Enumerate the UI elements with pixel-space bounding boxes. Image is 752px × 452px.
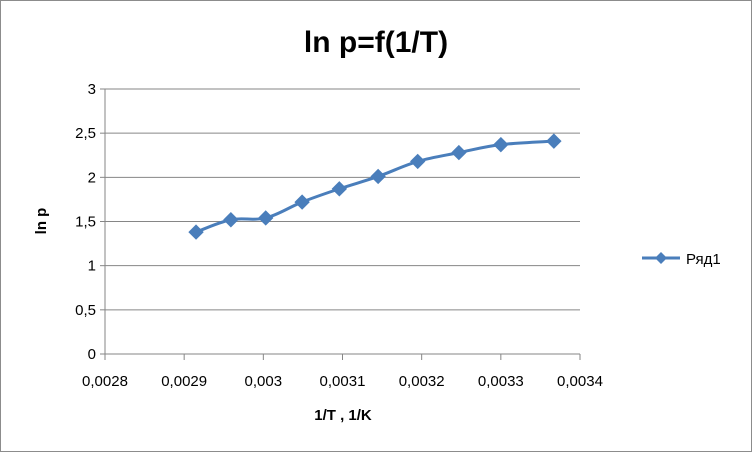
x-tick-label: 0,0033 xyxy=(478,373,524,390)
y-tick-label: 0 xyxy=(88,346,96,363)
y-tick-label: 1 xyxy=(88,258,96,275)
grid xyxy=(105,88,580,311)
x-tick-label: 0,0032 xyxy=(399,373,445,390)
x-axis-title: 1/T , 1/K xyxy=(314,407,372,424)
y-tick-label: 1,5 xyxy=(75,214,96,231)
y-tick-label: 2,5 xyxy=(75,125,96,142)
data-point xyxy=(546,133,562,149)
x-tick-label: 0,0028 xyxy=(82,373,128,390)
series-group xyxy=(188,133,562,240)
x-tick-label: 0,003 xyxy=(245,373,283,390)
axes xyxy=(100,88,581,360)
x-tick-label: 0,0034 xyxy=(557,373,603,390)
y-tick-label: 0,5 xyxy=(75,302,96,319)
tick-labels: 0 0,5 1 1,5 2 2,5 3 0,0028 0,0029 0,003 0,0031 0,00… xyxy=(75,81,603,390)
x-tick-label: 0,0031 xyxy=(320,373,366,390)
data-point xyxy=(188,224,204,240)
data-point xyxy=(451,144,467,161)
legend-label: Ряд1 xyxy=(686,251,721,268)
data-point xyxy=(223,212,239,228)
legend: Ряд1 xyxy=(642,251,721,268)
series-line xyxy=(195,139,554,234)
data-point xyxy=(370,168,386,185)
y-tick-label: 2 xyxy=(88,169,96,186)
data-point xyxy=(258,210,274,226)
data-point xyxy=(493,136,509,153)
data-point xyxy=(294,194,310,210)
y-axis-title: ln p xyxy=(33,208,50,235)
x-tick-label: 0,0029 xyxy=(161,373,207,390)
legend-marker-icon xyxy=(655,252,667,264)
data-point xyxy=(331,181,348,197)
chart-title: ln p=f(1/T) xyxy=(304,26,448,59)
y-tick-label: 3 xyxy=(88,81,96,98)
data-point xyxy=(410,153,426,170)
